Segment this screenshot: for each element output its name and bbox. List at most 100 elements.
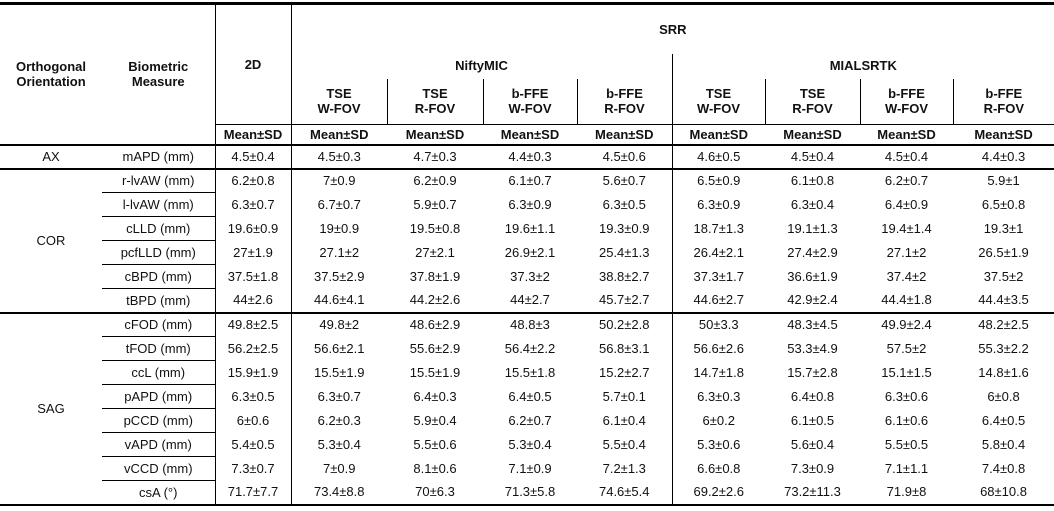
value-cell: 44±2.6 (214, 288, 291, 314)
stat-header: Mean±SD (387, 124, 483, 146)
value-cell: 5.5±0.4 (602, 436, 646, 452)
value-cell: 6.3±0.9 (508, 196, 552, 212)
subcol-line1: b-FFE (606, 85, 643, 101)
header-srr: SRR (290, 3, 1054, 54)
value-cell: 5.6±0.4 (790, 436, 835, 452)
value-cell: 4.4±0.3 (483, 144, 577, 170)
measure-cell: ccL (mm) (102, 360, 215, 385)
value-cell: 44±2.7 (483, 288, 577, 314)
value-cell: 6.3±0.5 (602, 196, 646, 212)
measure-cell: vCCD (mm) (102, 456, 215, 481)
value-cell: 5.3±0.4 (508, 436, 552, 452)
stat-header: Mean±SD (860, 124, 953, 146)
value-cell: 26.4±2.1 (671, 240, 765, 265)
value-cell: 5.6±0.7 (602, 173, 646, 189)
value-cell: 49.8±2.5 (214, 312, 291, 337)
header-niftymic: NiftyMIC (290, 53, 672, 79)
stat-header: Mean±SD (765, 124, 860, 146)
header-niftymic-tse-rfov: TSE R-FOV (386, 78, 483, 125)
value-cell: 19.6±0.9 (214, 216, 291, 241)
measure-cell: l-lvAW (mm) (102, 192, 215, 217)
value-cell: 5.3±0.6 (671, 432, 765, 457)
header-orthogonal-orientation: Orthogonal Orientation (0, 3, 102, 146)
value-cell: 27±2.1 (415, 244, 455, 260)
header-row-stat: Mean±SD Mean±SD Mean±SD Mean±SD Mean±SD … (0, 124, 1054, 146)
orientation-cell: SAG (0, 312, 102, 506)
stat-header: Mean±SD (483, 124, 577, 146)
value-cell: 6.3±0.3 (671, 384, 765, 409)
table-row: cBPD (mm) 37.5±1.8 37.5±2.9 37.8±1.9 37.3±2 3… (0, 264, 1054, 289)
value-cell: 50.2±2.8 (598, 317, 650, 333)
header-niftymic-bffe-wfov: b-FFE W-FOV (482, 78, 577, 125)
subcol-line2: W-FOV (696, 101, 741, 117)
table-row: pAPD (mm) 6.3±0.5 6.3±0.7 6.4±0.3 6.4±0.5 5.7… (0, 384, 1054, 409)
stat-header: Mean±SD (214, 124, 291, 146)
value-cell: 6.7±0.7 (290, 192, 387, 217)
value-cell: 27.1±2 (290, 240, 387, 265)
value-cell: 6.2±0.7 (508, 412, 552, 428)
value-cell: 5.3±0.4 (290, 432, 387, 457)
subcol-line2: R-FOV (792, 101, 833, 117)
value-cell: 6.3±0.4 (790, 196, 835, 212)
stat-header: Mean±SD (577, 124, 672, 146)
value-cell: 56.8±3.1 (598, 340, 650, 356)
value-cell: 5.5±0.5 (884, 436, 929, 452)
value-cell: 6.2±0.8 (214, 168, 291, 193)
value-cell: 48.8±3 (510, 317, 550, 333)
header-row-subcolumns: TSE W-FOV TSE R-FOV b-FFE W-FOV b-FFE R-FOV … (0, 78, 1054, 125)
value-cell: 37.3±1.7 (671, 264, 765, 289)
value-cell: 4.4±0.3 (953, 144, 1054, 170)
value-cell: 56.6±2.1 (290, 336, 387, 361)
subcol-line1: TSE (326, 85, 352, 101)
subcol-line1: b-FFE (511, 85, 549, 101)
value-cell: 4.5±0.4 (765, 144, 860, 170)
value-cell: 5.9±1 (987, 173, 1020, 189)
value-cell: 56.6±2.6 (671, 336, 765, 361)
table-row: l-lvAW (mm) 6.3±0.7 6.7±0.7 5.9±0.7 6.3±0.9 6… (0, 192, 1054, 217)
table-row: vAPD (mm) 5.4±0.5 5.3±0.4 5.5±0.6 5.3±0.4 5.5… (0, 432, 1054, 457)
header-row-methods: NiftyMIC MIALSRTK (0, 53, 1054, 79)
value-cell: 6.6±0.8 (671, 456, 765, 481)
value-cell: 6.4±0.5 (508, 388, 552, 404)
value-cell: 6±0.8 (987, 388, 1020, 404)
value-cell: 74.6±5.4 (598, 484, 650, 500)
value-cell: 44.2±2.6 (387, 288, 483, 314)
value-cell: 15.5±1.9 (409, 364, 461, 380)
value-cell: 73.2±11.3 (784, 484, 841, 500)
subcol-line2: W-FOV (884, 101, 929, 117)
header-2d: 2D (214, 3, 291, 125)
measure-cell: pcfLLD (mm) (102, 240, 215, 265)
header-niftymic-tse-wfov: TSE W-FOV (290, 78, 387, 125)
value-cell: 37.8±1.9 (409, 268, 461, 284)
orientation-cell: COR (0, 168, 102, 314)
value-cell: 27.4±2.9 (787, 244, 838, 260)
measure-cell: cFOD (mm) (102, 312, 215, 337)
value-cell: 5.9±0.4 (413, 412, 457, 428)
subcol-line2: W-FOV (317, 101, 361, 117)
value-cell: 6.3±0.9 (671, 192, 765, 217)
value-cell: 6.4±0.8 (790, 388, 835, 404)
value-cell: 37.4±2 (886, 268, 927, 284)
value-cell: 48.6±2.9 (409, 317, 461, 333)
value-cell: 6.3±0.7 (290, 384, 387, 409)
value-cell: 27.1±2 (886, 244, 927, 260)
subcol-line1: b-FFE (985, 85, 1023, 101)
value-cell: 53.3±4.9 (787, 340, 838, 356)
value-cell: 4.5±0.4 (860, 144, 953, 170)
value-cell: 71.3±5.8 (504, 484, 556, 500)
value-cell: 4.5±0.6 (577, 144, 672, 170)
value-cell: 49.9±2.4 (881, 317, 932, 333)
value-cell: 6.5±0.9 (671, 168, 765, 193)
value-cell: 8.1±0.6 (413, 460, 457, 476)
measure-cell: cBPD (mm) (102, 264, 215, 289)
value-cell: 45.7±2.7 (577, 288, 672, 314)
value-cell: 69.2±2.6 (671, 480, 765, 505)
stat-header: Mean±SD (290, 124, 387, 146)
measure-cell: csA (°) (139, 484, 178, 500)
table-row: pCCD (mm) 6±0.6 6.2±0.3 5.9±0.4 6.2±0.7 6.1±0… (0, 408, 1054, 433)
measure-cell: tBPD (mm) (102, 288, 215, 314)
value-cell: 55.3±2.2 (978, 340, 1029, 356)
header-mialsrtk-bffe-wfov: b-FFE W-FOV (859, 78, 953, 125)
table-row: ccL (mm) 15.9±1.9 15.5±1.9 15.5±1.9 15.5±1.8… (0, 360, 1054, 385)
value-cell: 6.3±0.5 (214, 384, 291, 409)
